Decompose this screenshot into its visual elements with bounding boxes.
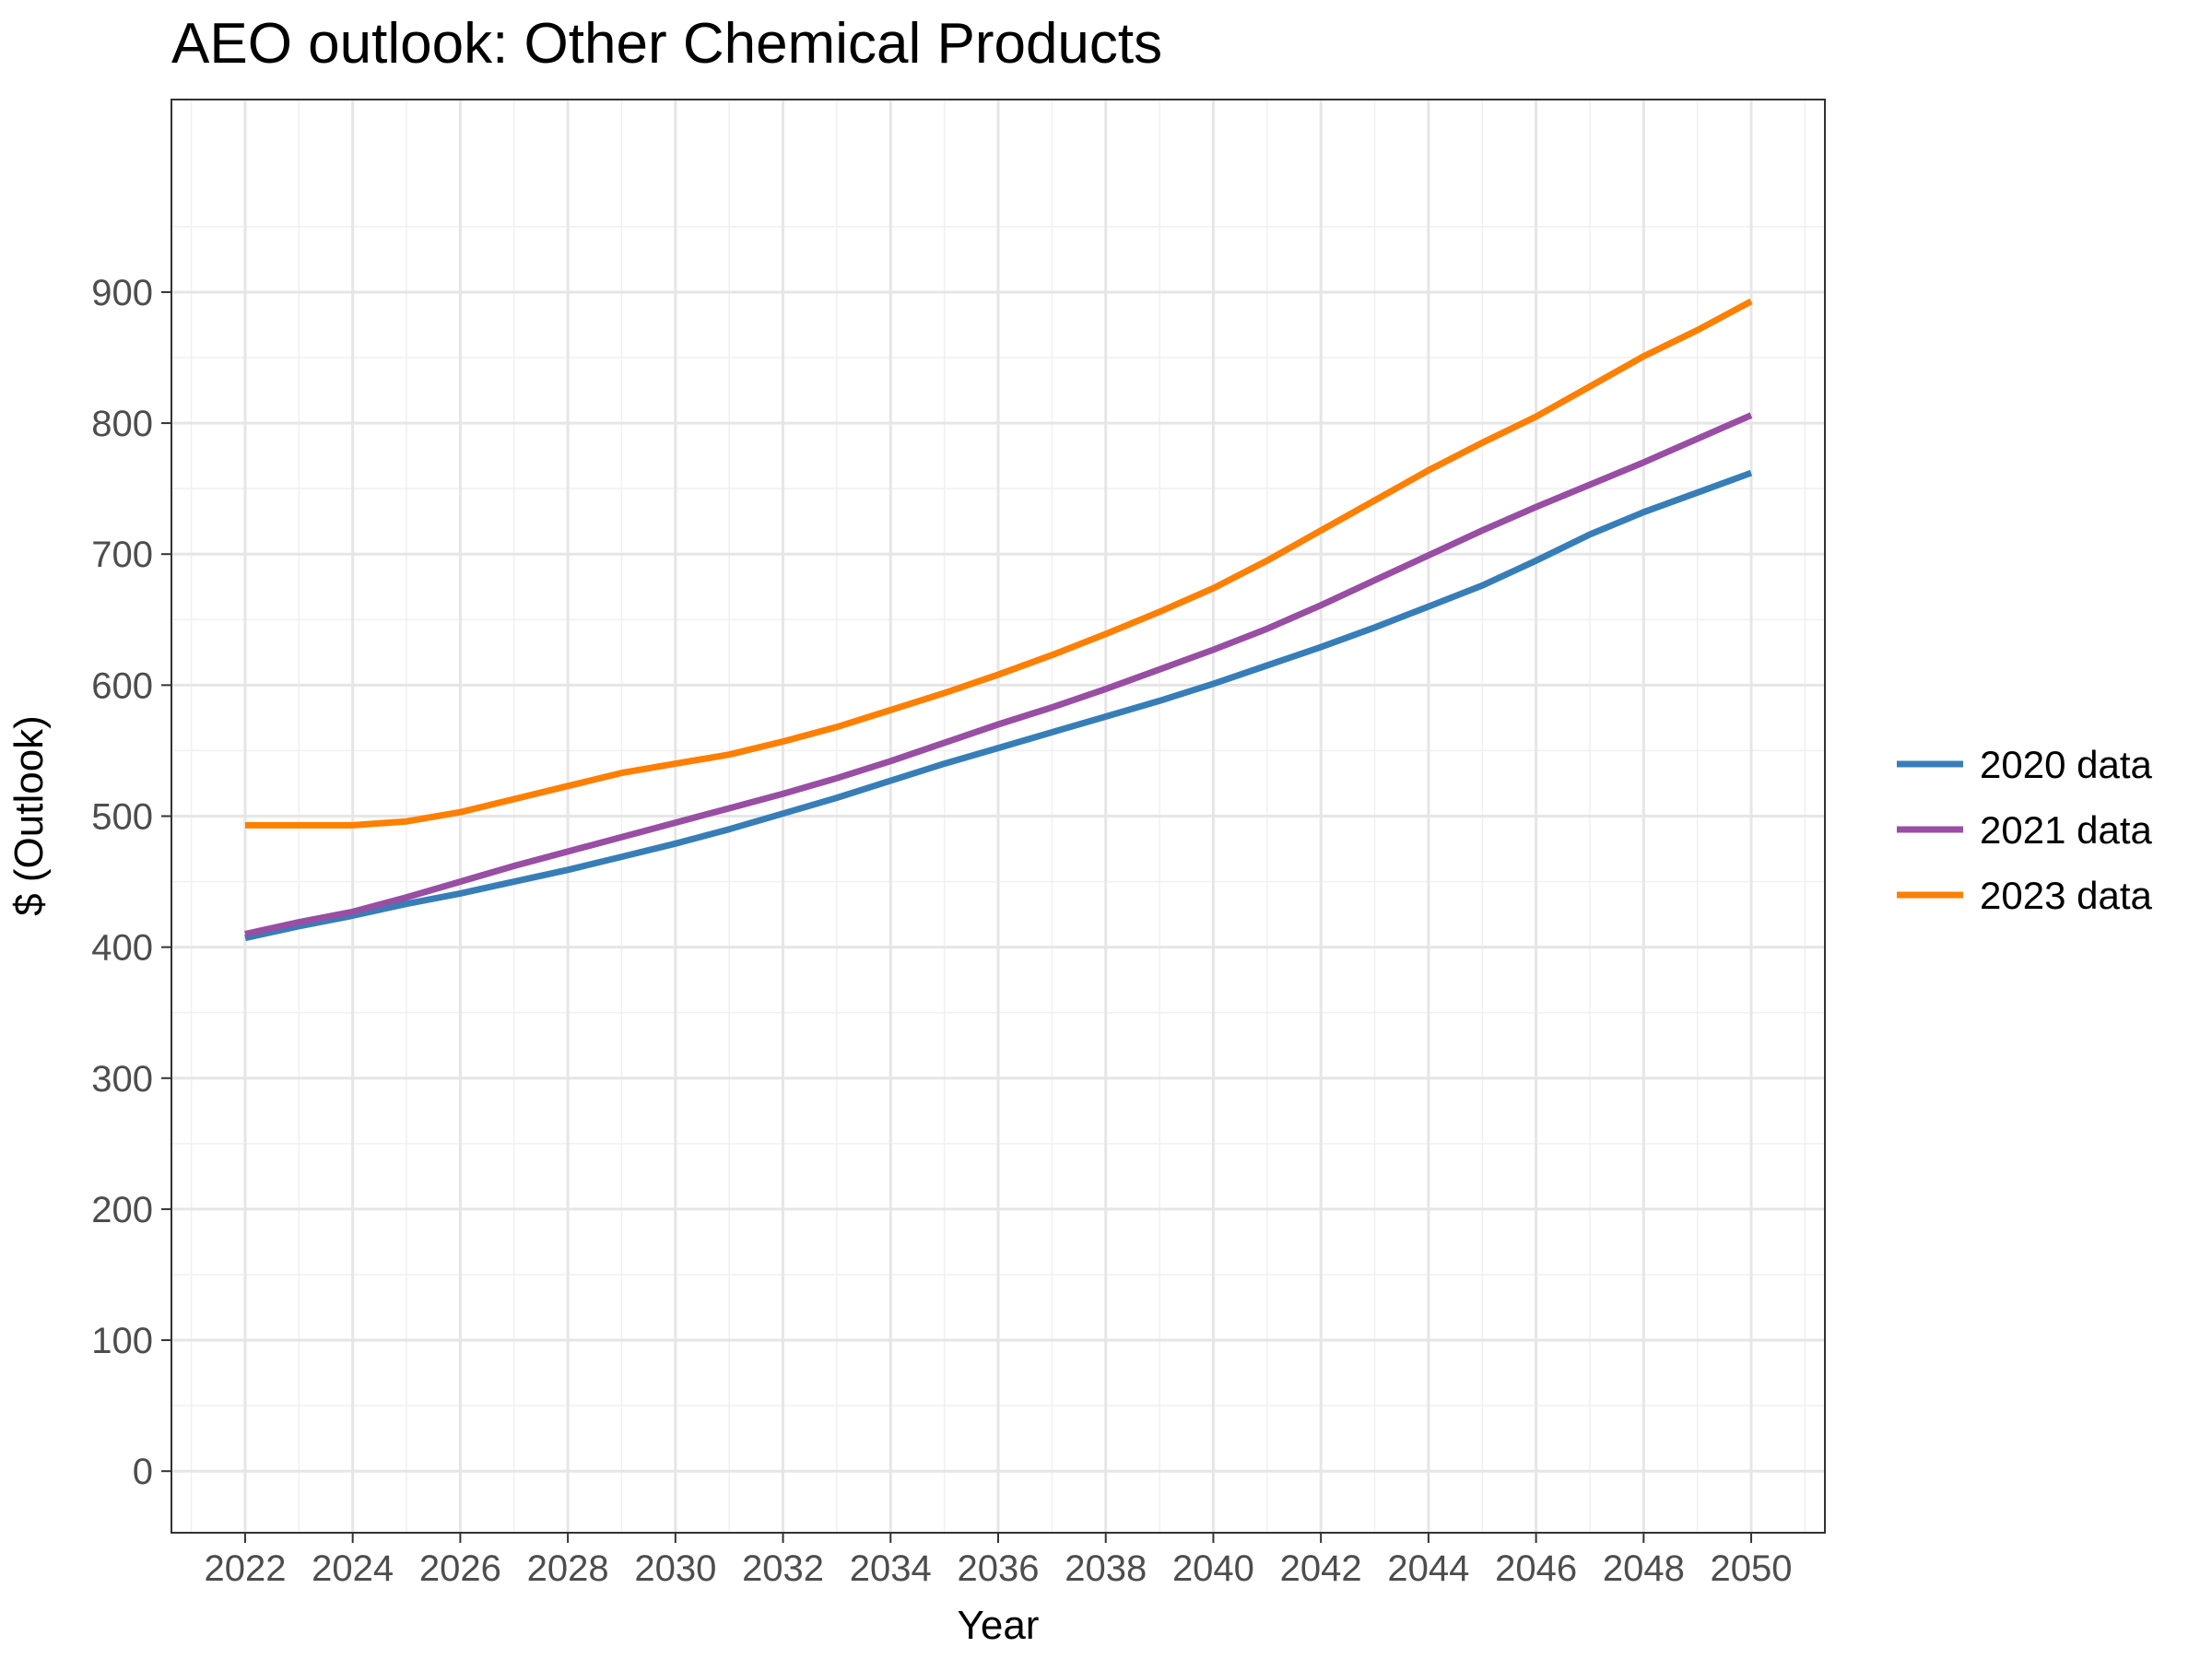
x-tick-label: 2048 xyxy=(1603,1548,1685,1589)
x-tick-label: 2038 xyxy=(1065,1548,1147,1589)
series-line-2021-data xyxy=(244,412,1753,937)
series-line-2020-data xyxy=(244,469,1753,942)
y-tick-label: 900 xyxy=(91,273,153,313)
x-axis-title: Year xyxy=(958,1603,1040,1648)
x-tick-label: 2034 xyxy=(850,1548,932,1589)
x-tick-label: 2026 xyxy=(419,1548,501,1589)
y-tick-label: 500 xyxy=(91,797,153,838)
x-tick-label: 2030 xyxy=(634,1548,716,1589)
x-tick-label: 2024 xyxy=(312,1548,394,1589)
x-tick-label: 2042 xyxy=(1280,1548,1362,1589)
major-gridlines xyxy=(171,100,1825,1533)
y-tick-label: 800 xyxy=(91,404,153,444)
y-tick-label: 0 xyxy=(133,1452,153,1492)
series-line-2023-data xyxy=(245,298,1753,829)
series-lines xyxy=(244,298,1753,942)
legend-label-2020-data: 2020 data xyxy=(1980,743,2152,786)
x-tick-label: 2028 xyxy=(527,1548,609,1589)
x-tick-label: 2022 xyxy=(204,1548,286,1589)
x-tick-label: 2044 xyxy=(1387,1548,1469,1589)
legend-label-2023-data: 2023 data xyxy=(1980,874,2152,917)
x-tick-label: 2036 xyxy=(958,1548,1040,1589)
y-tick-label: 200 xyxy=(91,1190,153,1230)
y-tick-label: 700 xyxy=(91,535,153,575)
x-tick-label: 2040 xyxy=(1172,1548,1254,1589)
y-tick-label: 600 xyxy=(91,665,153,706)
x-axis: 2022 2024 2026 2028 2030 2032 2034 2036 2038 2040… xyxy=(204,1533,1793,1589)
legend-label-2021-data: 2021 data xyxy=(1980,808,2152,852)
x-tick-label: 2046 xyxy=(1495,1548,1577,1589)
y-tick-label: 400 xyxy=(91,928,153,969)
x-tick-label: 2032 xyxy=(742,1548,824,1589)
y-tick-label: 300 xyxy=(91,1059,153,1100)
legend: 2020 data 2021 data 2023 data xyxy=(1897,743,2152,917)
y-axis: 0 100 200 300 400 500 600 700 800 900 xyxy=(91,273,171,1492)
y-tick-label: 100 xyxy=(91,1321,153,1361)
x-tick-label: 2050 xyxy=(1711,1548,1793,1589)
y-axis-title: $ (Outlook) xyxy=(6,715,52,916)
chart-title: AEO outlook: Other Chemical Products xyxy=(171,12,1162,76)
